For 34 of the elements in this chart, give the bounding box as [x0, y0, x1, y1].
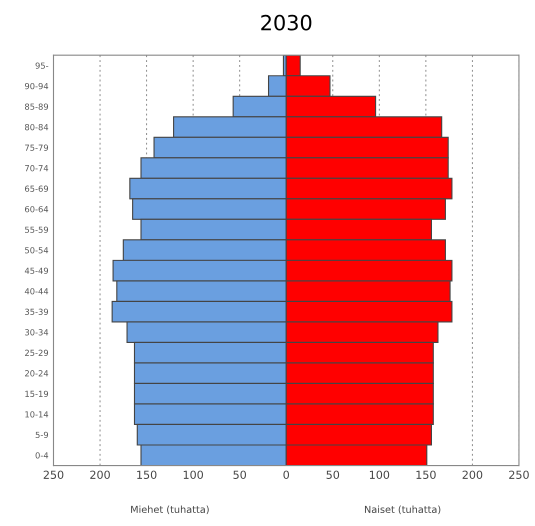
y-tick-label: 50-54 — [25, 247, 48, 254]
y-tick-label: 0-4 — [36, 452, 48, 459]
x-tick-label: 150 — [416, 470, 436, 479]
y-tick-label: 5-9 — [36, 432, 48, 438]
x-tick-label: 200 — [462, 470, 482, 479]
chart-title: 2030 — [261, 14, 312, 31]
x-tick-label: 250 — [44, 470, 64, 479]
x-tick-label: 150 — [137, 470, 156, 479]
text: Naiset (tuhatta) — [364, 506, 440, 514]
y-tick-label: 70-74 — [25, 165, 48, 172]
y-tick-label: 95- — [36, 62, 48, 69]
x-tick-label: 250 — [509, 470, 529, 479]
text: Miehet (tuhatta) — [131, 506, 209, 514]
x-tick-label: 100 — [184, 470, 203, 479]
y-tick-label: 75-79 — [25, 144, 48, 151]
y-tick-label: 40-44 — [24, 288, 48, 294]
x-tick-label: 200 — [90, 470, 110, 479]
x-tick-label: 0 — [283, 470, 290, 479]
y-tick-label: 55-59 — [25, 226, 48, 233]
x-tick-label: 50 — [233, 470, 246, 479]
x-tick-label: 50 — [326, 470, 340, 479]
y-tick-label: 15-19 — [25, 390, 48, 397]
y-tick-label: 25-29 — [25, 350, 48, 356]
y-tick-label: 90-94 — [24, 82, 48, 90]
y-tick-label: 80-84 — [24, 124, 48, 130]
y-tick-label: 60-64 — [25, 206, 48, 212]
y-tick-label: 20-24 — [25, 370, 48, 376]
y-tick-label: 45-49 — [24, 268, 48, 274]
y-tick-label: 30-34 — [25, 329, 48, 336]
y-tick-label: 10-14 — [25, 411, 48, 418]
y-tick-label: 85-89 — [24, 103, 48, 110]
y-tick-label: 65-69 — [25, 186, 48, 192]
x-tick-label: 100 — [370, 470, 390, 479]
y-tick-label: 35-39 — [25, 308, 48, 315]
